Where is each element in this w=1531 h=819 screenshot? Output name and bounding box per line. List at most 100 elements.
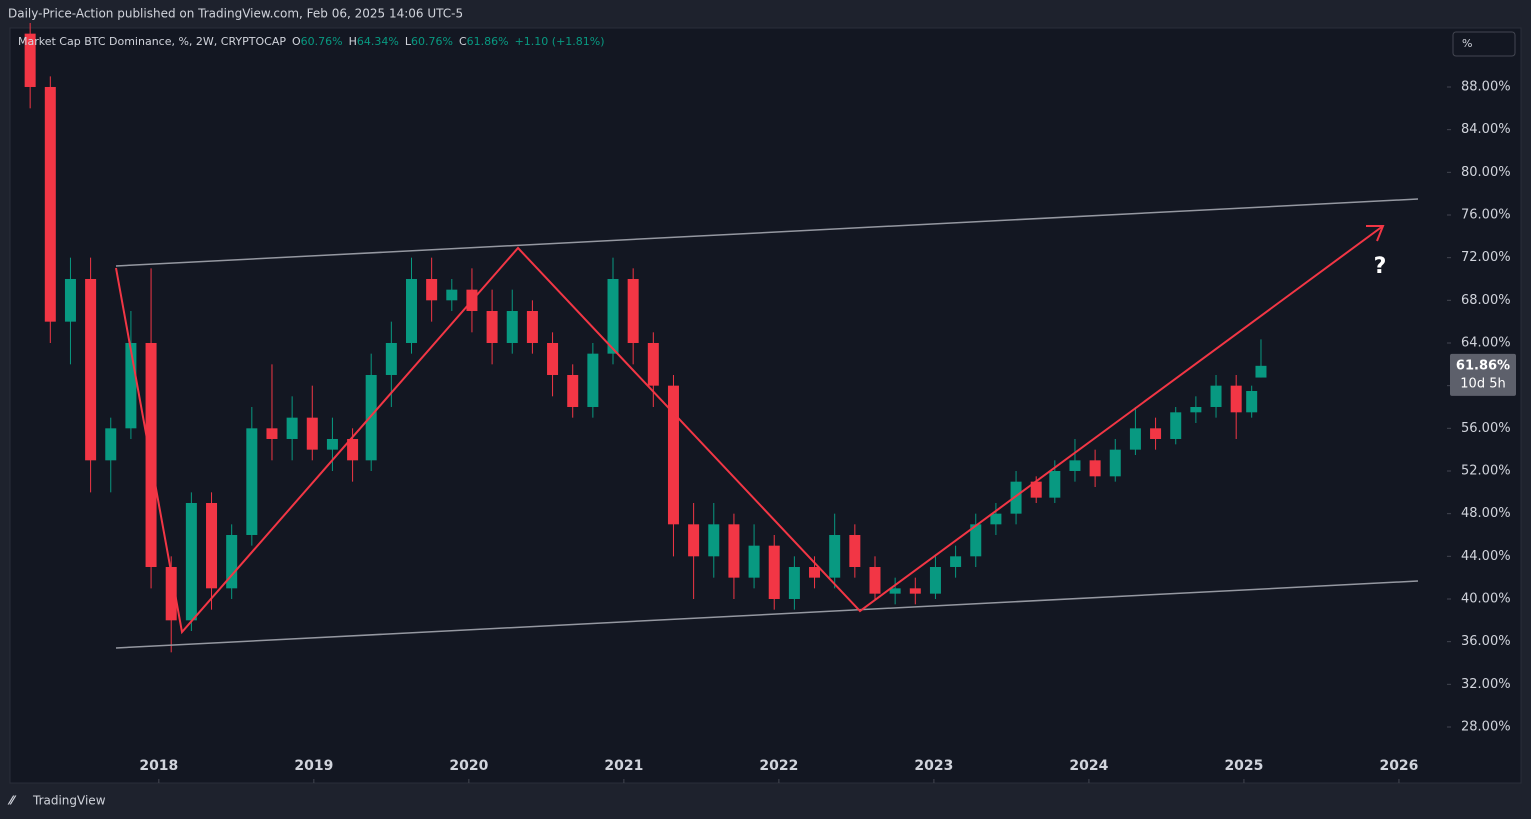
candle-body: [809, 566, 821, 578]
x-tick-label: 2026: [1379, 758, 1418, 774]
l-value: 60.76%: [411, 35, 453, 48]
candle-body: [145, 342, 157, 567]
candle-body: [506, 310, 518, 343]
x-tick-label: 2023: [914, 758, 953, 774]
x-tick-label: 2020: [449, 758, 488, 774]
candle-body: [226, 534, 238, 589]
candle-body: [849, 534, 861, 567]
brand: TradingView: [32, 794, 106, 808]
candle-body: [64, 278, 76, 322]
channel-bottom: [115, 580, 1419, 649]
candle-body: [587, 353, 599, 407]
candle-body: [889, 588, 901, 594]
y-tick-label: 32.00%: [1461, 677, 1511, 692]
candle-body: [306, 417, 318, 450]
candle-body: [125, 342, 137, 429]
candle-body: [990, 513, 1002, 525]
candle-body: [1129, 428, 1141, 450]
candle-body: [708, 524, 720, 557]
candle-body: [1069, 460, 1081, 471]
c-value: 61.86%: [467, 35, 509, 48]
candle-body: [567, 374, 579, 407]
candle-body: [909, 588, 921, 594]
legend: Market Cap BTC Dominance, %, 2W, CRYPTOC…: [18, 35, 605, 48]
candle-body: [365, 374, 377, 461]
chart-panel: [9, 27, 1522, 784]
last-price-label: 61.86%: [1456, 358, 1510, 373]
candle-body: [326, 438, 338, 450]
x-tick-label: 2022: [759, 758, 798, 774]
countdown: 10d 5h: [1460, 376, 1505, 391]
o-value: 60.76%: [301, 35, 343, 48]
y-tick-label: 48.00%: [1461, 506, 1511, 521]
scale-button-label[interactable]: %: [1462, 37, 1472, 50]
arrow-head: [1366, 225, 1385, 242]
candle-body: [869, 566, 881, 594]
candle-body: [105, 428, 117, 461]
candle-body: [1049, 470, 1061, 498]
candle-body: [347, 438, 359, 461]
candle-body: [85, 278, 97, 461]
candle-body: [607, 278, 619, 354]
candle-body: [266, 428, 278, 439]
candle-body: [24, 33, 36, 87]
candle-body: [768, 545, 780, 599]
candle-body: [44, 86, 56, 322]
y-tick-label: 64.00%: [1461, 335, 1511, 350]
last-price: 61.86% 10d 5h: [1450, 353, 1516, 396]
y-tick-label: 80.00%: [1461, 165, 1511, 180]
last-price-box: [1450, 353, 1516, 396]
candle-body: [970, 524, 982, 557]
publisher: Daily-Price-Action published on TradingV…: [8, 7, 463, 21]
x-tick-label: 2025: [1224, 758, 1263, 774]
candle-body: [405, 278, 417, 343]
y-tick-label: 56.00%: [1461, 421, 1511, 436]
candle-body: [385, 342, 397, 375]
candle-body: [647, 342, 659, 386]
candle-body: [788, 566, 800, 599]
y-tick-label: 88.00%: [1461, 79, 1511, 94]
channel-top: [115, 198, 1419, 267]
candle-body: [165, 566, 177, 621]
candle-body: [950, 556, 962, 567]
h-value: 64.34%: [357, 35, 399, 48]
candle-body: [1255, 365, 1267, 378]
candle-body: [486, 310, 498, 343]
symbol: Market Cap BTC Dominance, %, 2W, CRYPTOC…: [18, 35, 286, 48]
candle-body: [667, 385, 679, 525]
y-tick-label: 76.00%: [1461, 207, 1511, 222]
candle-body: [426, 278, 438, 301]
brand-logo: ⁄⁄: [7, 794, 17, 808]
candle-body: [829, 534, 841, 578]
candle-body: [748, 545, 760, 578]
y-tick-label: 72.00%: [1461, 250, 1511, 265]
candle-body: [688, 524, 700, 557]
candle-body: [627, 278, 639, 343]
candle-body: [929, 566, 941, 594]
candle-body: [526, 310, 538, 343]
candle-body: [1010, 481, 1022, 514]
candle-body: [1170, 412, 1182, 439]
l-key: L: [405, 35, 412, 48]
candle-body: [1030, 481, 1042, 498]
candle-body: [1246, 390, 1258, 413]
candle-body: [1150, 428, 1162, 439]
h-key: H: [349, 35, 357, 48]
y-tick-label: 36.00%: [1461, 634, 1511, 649]
scale-button[interactable]: [1452, 31, 1516, 57]
candle-body: [728, 524, 740, 578]
y-tick-label: 84.00%: [1461, 122, 1511, 137]
zigzag: [115, 225, 1384, 635]
candle-body: [1190, 406, 1202, 413]
candle-body: [185, 502, 197, 621]
y-tick-label: 68.00%: [1461, 293, 1511, 308]
candle-body: [206, 502, 218, 589]
annotation: ?: [1374, 254, 1387, 279]
y-tick-label: 40.00%: [1461, 591, 1511, 606]
y-tick-label: 28.00%: [1461, 719, 1511, 734]
x-tick-label: 2024: [1069, 758, 1108, 774]
y-tick-label: 44.00%: [1461, 549, 1511, 564]
y-tick-label: 52.00%: [1461, 463, 1511, 478]
change: +1.10 (+1.81%): [515, 35, 605, 48]
